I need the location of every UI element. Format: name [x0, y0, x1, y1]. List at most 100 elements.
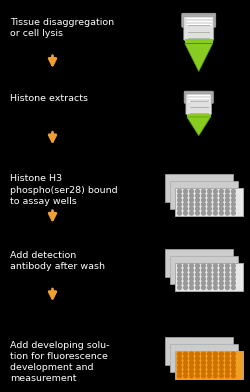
- Circle shape: [178, 281, 182, 285]
- Circle shape: [214, 286, 217, 289]
- Circle shape: [190, 286, 194, 289]
- Circle shape: [184, 211, 188, 215]
- Circle shape: [208, 286, 211, 289]
- Circle shape: [220, 211, 223, 215]
- Circle shape: [196, 361, 199, 365]
- Bar: [165, 249, 233, 277]
- Circle shape: [190, 356, 194, 360]
- Circle shape: [178, 356, 182, 360]
- Circle shape: [226, 356, 229, 360]
- Circle shape: [202, 370, 205, 373]
- Circle shape: [190, 281, 194, 285]
- Circle shape: [232, 365, 235, 369]
- Circle shape: [208, 361, 211, 365]
- Circle shape: [184, 281, 188, 285]
- Circle shape: [196, 277, 199, 281]
- Circle shape: [208, 374, 211, 377]
- Circle shape: [208, 273, 211, 276]
- Circle shape: [220, 207, 223, 211]
- Circle shape: [202, 365, 205, 369]
- Circle shape: [226, 273, 229, 276]
- Circle shape: [190, 198, 194, 202]
- Circle shape: [178, 203, 182, 206]
- Circle shape: [214, 189, 217, 193]
- Circle shape: [196, 281, 199, 285]
- Circle shape: [196, 194, 199, 198]
- Circle shape: [226, 211, 229, 215]
- Circle shape: [220, 370, 223, 373]
- Circle shape: [196, 268, 199, 272]
- Circle shape: [226, 281, 229, 285]
- Circle shape: [190, 365, 194, 369]
- Circle shape: [220, 268, 223, 272]
- Circle shape: [232, 203, 235, 206]
- FancyBboxPatch shape: [182, 13, 216, 27]
- Circle shape: [232, 198, 235, 202]
- Circle shape: [226, 365, 229, 369]
- Text: Histone extracts: Histone extracts: [10, 94, 88, 103]
- Bar: [175, 351, 243, 379]
- Circle shape: [178, 194, 182, 198]
- Circle shape: [214, 370, 217, 373]
- Circle shape: [214, 374, 217, 377]
- Circle shape: [190, 273, 194, 276]
- Circle shape: [220, 189, 223, 193]
- Circle shape: [232, 211, 235, 215]
- Bar: [170, 344, 238, 372]
- Circle shape: [178, 207, 182, 211]
- Circle shape: [208, 352, 211, 356]
- Circle shape: [190, 211, 194, 215]
- Circle shape: [226, 370, 229, 373]
- Circle shape: [178, 273, 182, 276]
- Circle shape: [232, 264, 235, 268]
- Circle shape: [202, 273, 205, 276]
- Circle shape: [214, 198, 217, 202]
- Polygon shape: [187, 117, 211, 136]
- Circle shape: [184, 277, 188, 281]
- Circle shape: [190, 189, 194, 193]
- Circle shape: [214, 281, 217, 285]
- Circle shape: [226, 277, 229, 281]
- Circle shape: [190, 374, 194, 377]
- Circle shape: [178, 286, 182, 289]
- Circle shape: [178, 268, 182, 272]
- Circle shape: [184, 374, 188, 377]
- Circle shape: [220, 203, 223, 206]
- Circle shape: [196, 273, 199, 276]
- Circle shape: [196, 207, 199, 211]
- Circle shape: [202, 203, 205, 206]
- Circle shape: [214, 211, 217, 215]
- Circle shape: [226, 207, 229, 211]
- Circle shape: [214, 277, 217, 281]
- Circle shape: [226, 268, 229, 272]
- Bar: [175, 263, 243, 290]
- Circle shape: [208, 370, 211, 373]
- Circle shape: [208, 203, 211, 206]
- FancyBboxPatch shape: [184, 16, 214, 40]
- Circle shape: [226, 264, 229, 268]
- Circle shape: [196, 189, 199, 193]
- Circle shape: [178, 189, 182, 193]
- Circle shape: [202, 286, 205, 289]
- Circle shape: [226, 286, 229, 289]
- Circle shape: [214, 268, 217, 272]
- Circle shape: [178, 365, 182, 369]
- Text: Histone H3
phospho(ser28) bound
to assay wells: Histone H3 phospho(ser28) bound to assay…: [10, 174, 118, 206]
- Circle shape: [220, 273, 223, 276]
- Circle shape: [190, 194, 194, 198]
- Circle shape: [202, 211, 205, 215]
- Circle shape: [202, 264, 205, 268]
- FancyBboxPatch shape: [184, 91, 213, 103]
- Circle shape: [190, 352, 194, 356]
- Circle shape: [190, 203, 194, 206]
- Circle shape: [184, 361, 188, 365]
- Circle shape: [196, 352, 199, 356]
- Text: Add developing solu-
tion for fluorescence
development and
measurement: Add developing solu- tion for fluorescen…: [10, 341, 110, 383]
- Circle shape: [214, 194, 217, 198]
- Circle shape: [232, 207, 235, 211]
- Circle shape: [202, 207, 205, 211]
- Circle shape: [208, 198, 211, 202]
- Circle shape: [202, 198, 205, 202]
- Circle shape: [232, 189, 235, 193]
- Circle shape: [184, 352, 188, 356]
